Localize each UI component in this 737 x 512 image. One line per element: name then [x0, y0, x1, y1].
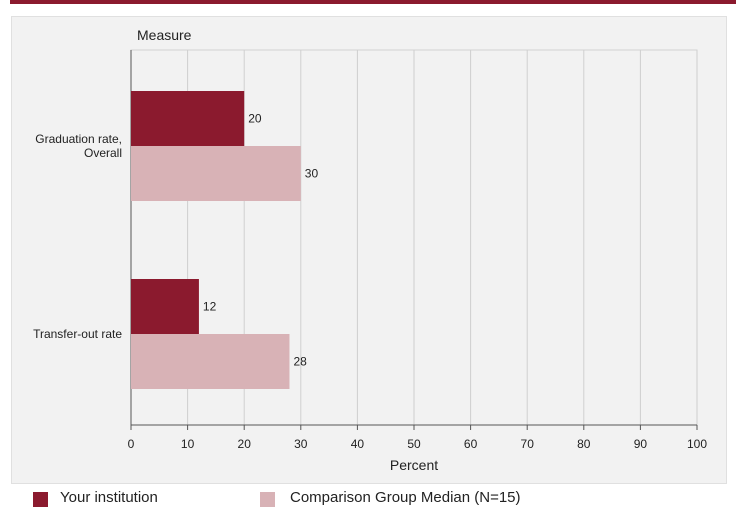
category-axis-title: Measure — [137, 27, 192, 43]
category-label: Graduation rate, — [35, 132, 122, 146]
bar-value-label: 12 — [203, 300, 217, 314]
x-axis-title: Percent — [390, 457, 438, 473]
bar-1-1 — [131, 334, 290, 389]
category-label: Overall — [84, 146, 122, 160]
x-tick-label: 20 — [238, 437, 252, 451]
x-tick-label: 10 — [181, 437, 195, 451]
legend-label-comparison: Comparison Group Median (N=15) — [290, 489, 521, 506]
header-rule — [10, 0, 736, 4]
x-tick-label: 0 — [128, 437, 135, 451]
bar-0-1 — [131, 279, 199, 334]
legend-label-your-institution: Your institution — [60, 489, 158, 506]
x-tick-label: 30 — [294, 437, 308, 451]
category-label: Transfer-out rate — [33, 327, 122, 341]
bar-value-label: 20 — [248, 112, 262, 126]
x-tick-label: 50 — [407, 437, 421, 451]
bar-value-label: 28 — [293, 355, 307, 369]
x-tick-label: 70 — [521, 437, 535, 451]
bar-0-0 — [131, 91, 245, 146]
legend-swatch-your-institution — [33, 492, 48, 507]
bar-chart: 0 10 20 30 40 50 60 70 80 90 100 Measure Percent 20 12… — [33, 27, 707, 473]
x-tick-label: 60 — [464, 437, 478, 451]
bar-1-0 — [131, 146, 301, 201]
x-tick-label: 90 — [634, 437, 648, 451]
x-tick-label: 80 — [577, 437, 591, 451]
bar-value-label: 30 — [305, 167, 319, 181]
x-tick-label: 100 — [687, 437, 707, 451]
legend-swatch-comparison — [260, 492, 275, 507]
x-tick-label: 40 — [351, 437, 365, 451]
